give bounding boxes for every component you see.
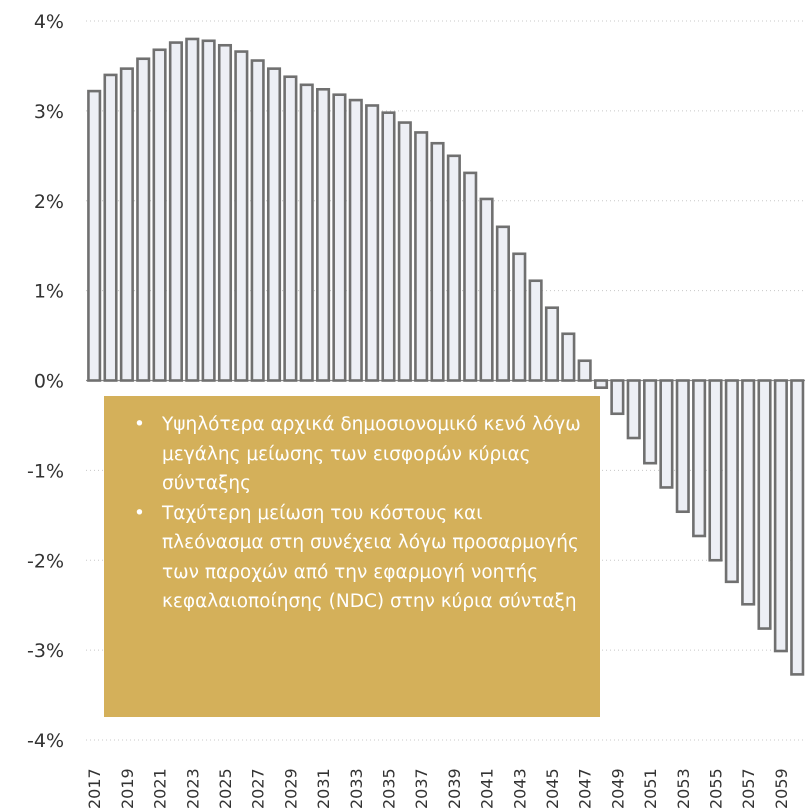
y-tick-label: -4%: [27, 730, 64, 752]
x-tick-label: 2039: [445, 768, 464, 809]
bar-2030: [299, 83, 314, 382]
bar-2043: [512, 252, 527, 382]
bar-2045: [544, 306, 560, 382]
y-tick-label: -1%: [27, 460, 64, 482]
bar-2029: [283, 75, 298, 382]
x-tick-label: 2051: [641, 768, 660, 809]
bar-2037: [414, 131, 429, 382]
x-tick-label: 2049: [608, 768, 627, 809]
bar-2048: [593, 379, 609, 389]
bar-2055: [708, 379, 723, 562]
y-tick-label: 3%: [34, 101, 64, 123]
y-tick-label: -3%: [27, 640, 64, 662]
y-tick-label: 2%: [34, 191, 64, 213]
x-tick-label: 2017: [85, 768, 104, 809]
x-tick-label: 2029: [281, 768, 300, 809]
y-axis-ticks: 4% 3% 2% 1% 0% -1% -2% -3% -4%: [27, 11, 64, 752]
bar-2027: [250, 59, 265, 382]
y-tick-label: 0%: [34, 371, 64, 393]
bar-2053: [675, 379, 690, 514]
annotation-bullet-1: Υψηλότερα αρχικά δημοσιονομικό κενό λόγω…: [134, 410, 584, 499]
bar-2036: [397, 121, 412, 382]
bar-2057: [741, 379, 756, 606]
bar-2038: [430, 141, 445, 382]
bar-2039: [446, 154, 461, 382]
bar-2020: [136, 57, 151, 382]
annotation-bullet-2: Ταχύτερη μείωση του κόστους και πλεόνασμ…: [134, 499, 584, 617]
bar-2046: [561, 332, 576, 382]
bar-2033: [348, 98, 363, 382]
bar-2040: [463, 171, 478, 382]
x-tick-label: 2027: [249, 768, 268, 809]
x-tick-label: 2059: [772, 768, 791, 809]
bar-2019: [119, 67, 134, 382]
x-tick-label: 2019: [118, 768, 137, 809]
bar-2023: [185, 37, 200, 382]
x-tick-label: 2023: [183, 768, 202, 809]
x-tick-label: 2041: [478, 768, 497, 809]
bars: [87, 37, 805, 676]
bar-2052: [659, 379, 674, 489]
x-tick-label: 2021: [151, 768, 170, 809]
bar-2022: [168, 41, 183, 382]
x-tick-label: 2037: [412, 768, 431, 809]
x-tick-label: 2055: [706, 768, 725, 809]
bar-2024: [201, 39, 216, 382]
x-tick-label: 2047: [576, 768, 595, 809]
x-tick-label: 2035: [379, 768, 398, 809]
bar-2047: [577, 359, 592, 382]
bar-2026: [234, 50, 249, 382]
bar-2050: [626, 379, 641, 440]
bar-2058: [757, 379, 772, 630]
bar-2035: [381, 111, 396, 382]
x-tick-label: 2031: [314, 768, 333, 809]
annotation-box: Υψηλότερα αρχικά δημοσιονομικό κενό λόγω…: [104, 396, 600, 717]
bar-2051: [643, 379, 658, 465]
bar-2025: [217, 43, 233, 382]
bar-2018: [103, 73, 118, 382]
y-tick-label: 1%: [34, 281, 64, 303]
bar-2054: [692, 379, 707, 538]
x-tick-label: 2043: [510, 768, 529, 809]
y-tick-label: -2%: [27, 550, 64, 572]
bar-2021: [152, 48, 167, 382]
bar-2032: [332, 93, 347, 382]
bar-2056: [724, 379, 739, 584]
bar-2049: [610, 379, 625, 416]
bar-2044: [528, 279, 543, 382]
bar-2028: [266, 67, 282, 382]
annotation-list: Υψηλότερα αρχικά δημοσιονομικό κενό λόγω…: [120, 410, 584, 617]
bar-2041: [479, 197, 494, 382]
bar-2017: [87, 89, 102, 382]
x-tick-label: 2033: [347, 768, 366, 809]
bar-2042: [495, 225, 510, 382]
x-axis-ticks: 2017 2019 2021 2023 2025 2027 2029 2031 2033 2035…: [85, 768, 791, 809]
x-tick-label: 2053: [674, 768, 693, 809]
bar-2031: [316, 88, 331, 382]
bar-2034: [365, 104, 380, 382]
bar-2059: [773, 379, 788, 653]
x-tick-label: 2057: [739, 768, 758, 809]
y-tick-label: 4%: [34, 11, 64, 33]
x-tick-label: 2025: [216, 768, 235, 809]
bar-2060: [790, 379, 805, 676]
x-tick-label: 2045: [543, 768, 562, 809]
